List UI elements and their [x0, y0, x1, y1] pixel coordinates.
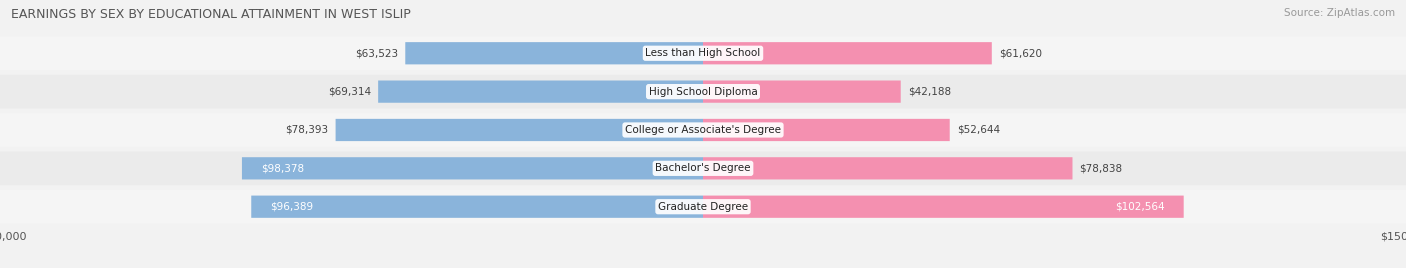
Text: EARNINGS BY SEX BY EDUCATIONAL ATTAINMENT IN WEST ISLIP: EARNINGS BY SEX BY EDUCATIONAL ATTAINMEN… [11, 8, 411, 21]
Text: $78,838: $78,838 [1080, 163, 1122, 173]
FancyBboxPatch shape [703, 157, 1073, 180]
Text: $102,564: $102,564 [1115, 202, 1166, 212]
Text: College or Associate's Degree: College or Associate's Degree [626, 125, 780, 135]
Text: $78,393: $78,393 [285, 125, 329, 135]
FancyBboxPatch shape [703, 80, 901, 103]
FancyBboxPatch shape [252, 196, 703, 218]
Text: $61,620: $61,620 [998, 48, 1042, 58]
Text: $42,188: $42,188 [908, 87, 950, 97]
FancyBboxPatch shape [336, 119, 703, 141]
Text: $96,389: $96,389 [270, 202, 314, 212]
FancyBboxPatch shape [242, 157, 703, 180]
FancyBboxPatch shape [703, 119, 949, 141]
FancyBboxPatch shape [0, 113, 1406, 147]
Text: Less than High School: Less than High School [645, 48, 761, 58]
Text: Bachelor's Degree: Bachelor's Degree [655, 163, 751, 173]
FancyBboxPatch shape [405, 42, 703, 64]
FancyBboxPatch shape [703, 42, 991, 64]
FancyBboxPatch shape [703, 196, 1184, 218]
FancyBboxPatch shape [0, 151, 1406, 185]
Text: $52,644: $52,644 [956, 125, 1000, 135]
Text: Source: ZipAtlas.com: Source: ZipAtlas.com [1284, 8, 1395, 18]
Text: High School Diploma: High School Diploma [648, 87, 758, 97]
FancyBboxPatch shape [0, 36, 1406, 70]
Text: Graduate Degree: Graduate Degree [658, 202, 748, 212]
FancyBboxPatch shape [378, 80, 703, 103]
Text: $69,314: $69,314 [328, 87, 371, 97]
FancyBboxPatch shape [0, 190, 1406, 224]
FancyBboxPatch shape [0, 75, 1406, 109]
Text: $63,523: $63,523 [356, 48, 398, 58]
Text: $98,378: $98,378 [260, 163, 304, 173]
